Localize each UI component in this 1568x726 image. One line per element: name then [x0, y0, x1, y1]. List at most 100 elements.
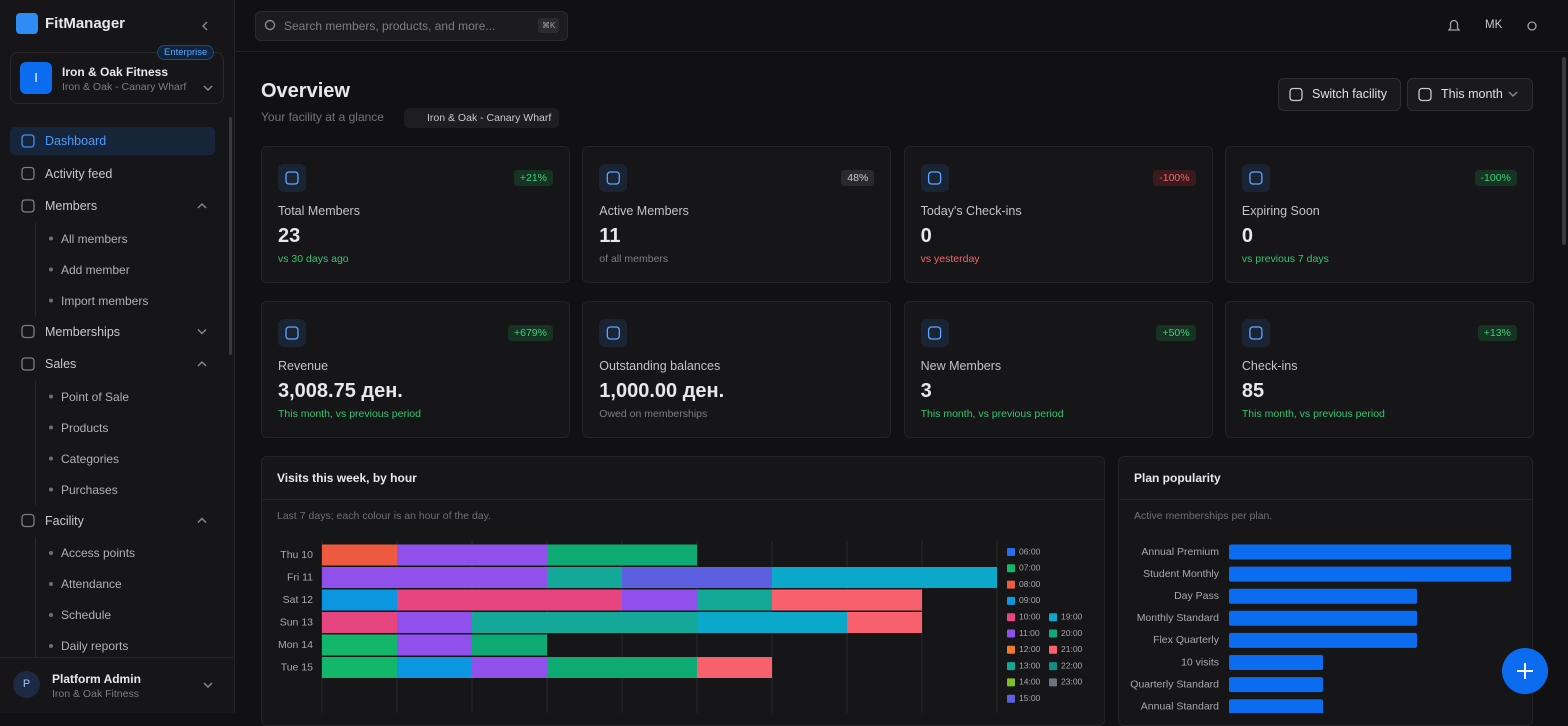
nav-subitem[interactable]: Schedule	[61, 608, 112, 622]
nav-subitem[interactable]: Purchases	[61, 482, 118, 497]
stat-note: This month, vs previous period	[278, 408, 421, 420]
bar-segment	[697, 612, 847, 633]
y-tick-label: Annual Standard	[1141, 700, 1219, 712]
y-tick-label: Sun 13	[280, 616, 313, 628]
legend-swatch	[1007, 629, 1015, 638]
icon	[21, 134, 35, 148]
bar-segment	[622, 589, 697, 611]
chevron	[197, 329, 207, 335]
y-tick-label: 10 visits	[1181, 656, 1219, 668]
stat-value: 85	[1241, 380, 1265, 402]
legend-swatch	[1007, 596, 1015, 605]
nav-subitem[interactable]: Products	[61, 420, 109, 435]
bar-segment	[472, 612, 697, 633]
stat-card	[261, 301, 570, 438]
org-location: Iron & Oak - Canary Wharf	[62, 81, 187, 93]
legend-swatch	[1049, 613, 1057, 622]
nav-line	[35, 380, 36, 412]
nav-active	[10, 127, 215, 155]
stat-note: vs 30 days ago	[278, 253, 349, 265]
nav-line	[35, 253, 36, 285]
stat-card	[903, 301, 1213, 438]
chart-subtitle: Last 7 days; each colour is an hour of t…	[277, 510, 492, 522]
nav-subitem[interactable]: Point of Sale	[61, 389, 130, 404]
nav-subitem[interactable]: All members	[61, 231, 128, 246]
stat-card	[261, 146, 570, 283]
bar-segment	[397, 634, 472, 656]
topbar	[235, 0, 1568, 52]
legend-label: 23:00	[1061, 677, 1083, 687]
icon	[285, 171, 299, 185]
legend-swatch	[1007, 645, 1015, 654]
bar-segment	[772, 567, 997, 588]
stat-label: Outstanding balances	[599, 359, 721, 373]
legend-label: 15:00	[1019, 693, 1041, 703]
nav-subitem[interactable]: Add member	[61, 262, 130, 277]
bullet	[49, 456, 53, 461]
bar-segment	[322, 544, 397, 566]
stat-badge: +13%	[1477, 325, 1517, 341]
bar-segment	[697, 589, 772, 611]
y-tick-label: Student Monthly	[1143, 568, 1220, 580]
stat-label: Total Members	[278, 204, 360, 218]
nav-item[interactable]: Facility	[45, 513, 84, 528]
stat-card	[582, 301, 892, 438]
bar	[1229, 544, 1511, 560]
nav-item[interactable]: Sales	[45, 357, 77, 371]
nav-line	[35, 568, 36, 599]
legend-label: 21:00	[1061, 644, 1083, 654]
icon	[21, 324, 35, 339]
sidebar-scrollbar	[229, 117, 232, 355]
nav-line	[35, 442, 36, 474]
legend-swatch	[1007, 662, 1015, 671]
nav-subitem[interactable]: Access points	[61, 546, 136, 560]
nav-subitem[interactable]: Import members	[61, 293, 149, 308]
bullet	[49, 394, 53, 399]
chart-title: Plan popularity	[1134, 471, 1221, 485]
nav-line	[35, 630, 36, 661]
stat-label: Active Members	[599, 204, 689, 218]
stat-label: Today's Check-ins	[920, 204, 1022, 218]
bullet	[49, 613, 53, 617]
stat-badge: -100%	[1153, 170, 1196, 186]
legend-label: 14:00	[1019, 677, 1041, 687]
nav-line	[35, 537, 36, 568]
nav-item[interactable]: Activity feed	[45, 166, 113, 181]
org-badge: Enterprise	[157, 45, 215, 60]
search-placeholder: Search members, products, and more...	[284, 19, 496, 33]
user-avatar: P	[13, 671, 40, 698]
chart-divider	[261, 499, 1105, 500]
bullet	[49, 236, 53, 241]
legend-label: 10:00	[1019, 611, 1041, 621]
nav-subitem[interactable]: Categories	[61, 451, 120, 466]
nav-item[interactable]: Dashboard	[45, 134, 107, 148]
icon	[606, 171, 620, 185]
bar-segment	[472, 634, 547, 656]
bar	[1229, 588, 1417, 604]
legend-label: 07:00	[1019, 563, 1041, 573]
y-tick-label: Annual Premium	[1141, 546, 1219, 558]
bar	[1229, 655, 1323, 670]
nav-item[interactable]: Members	[45, 199, 98, 213]
icon	[21, 199, 35, 213]
bar-segment	[472, 657, 547, 678]
legend-swatch	[1007, 694, 1015, 703]
nav-subitem[interactable]: Daily reports	[61, 639, 129, 653]
legend-swatch	[1007, 613, 1015, 622]
chevron	[197, 517, 207, 523]
nav-subitem[interactable]: Attendance	[61, 577, 122, 591]
legend-swatch	[1007, 580, 1015, 589]
bar-segment	[547, 544, 697, 566]
bar	[1229, 610, 1417, 626]
header-button[interactable]: Switch facility	[1278, 78, 1401, 111]
search[interactable]	[255, 11, 568, 41]
bar	[1229, 566, 1511, 582]
stat-icon	[920, 164, 949, 192]
stat-card	[1224, 301, 1534, 438]
initials[interactable]: MK	[1485, 19, 1503, 31]
bell	[1447, 19, 1461, 31]
nav-item[interactable]: Memberships	[45, 324, 121, 339]
legend-label: 20:00	[1061, 628, 1083, 638]
